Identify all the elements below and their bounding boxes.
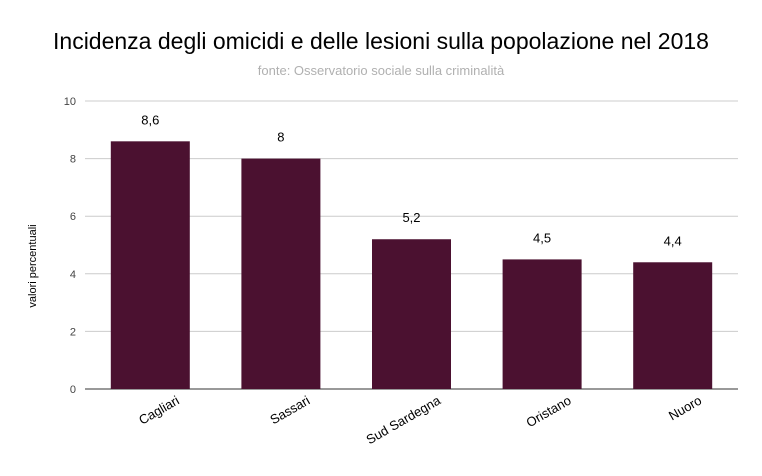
data-label: 4,5	[533, 230, 551, 245]
data-label: 8	[277, 130, 284, 145]
data-label: 8,6	[141, 112, 159, 127]
y-tick-label: 6	[70, 211, 76, 223]
data-label: 5,2	[402, 210, 420, 225]
x-tick-label: Cagliari	[136, 393, 182, 428]
chart-subtitle: fonte: Osservatorio sociale sulla crimin…	[258, 63, 505, 78]
y-axis-label: valori percentuali	[27, 224, 39, 307]
bar	[241, 158, 321, 389]
y-tick-label: 0	[70, 384, 76, 396]
bar	[633, 262, 713, 389]
bar	[110, 141, 190, 389]
bar	[372, 239, 451, 389]
data-label: 4,4	[664, 233, 682, 248]
y-tick-label: 4	[70, 269, 76, 281]
y-tick-label: 2	[70, 326, 76, 338]
y-tick-label: 10	[64, 96, 76, 108]
y-tick-label: 8	[70, 154, 76, 166]
x-tick-label: Sud Sardegna	[364, 392, 444, 447]
x-tick-label: Nuoro	[666, 393, 704, 424]
chart-title: Incidenza degli omicidi e delle lesioni …	[53, 28, 709, 54]
x-tick-label: Oristano	[524, 393, 574, 431]
x-tick-label: Sassari	[267, 393, 312, 428]
bar	[502, 259, 582, 389]
